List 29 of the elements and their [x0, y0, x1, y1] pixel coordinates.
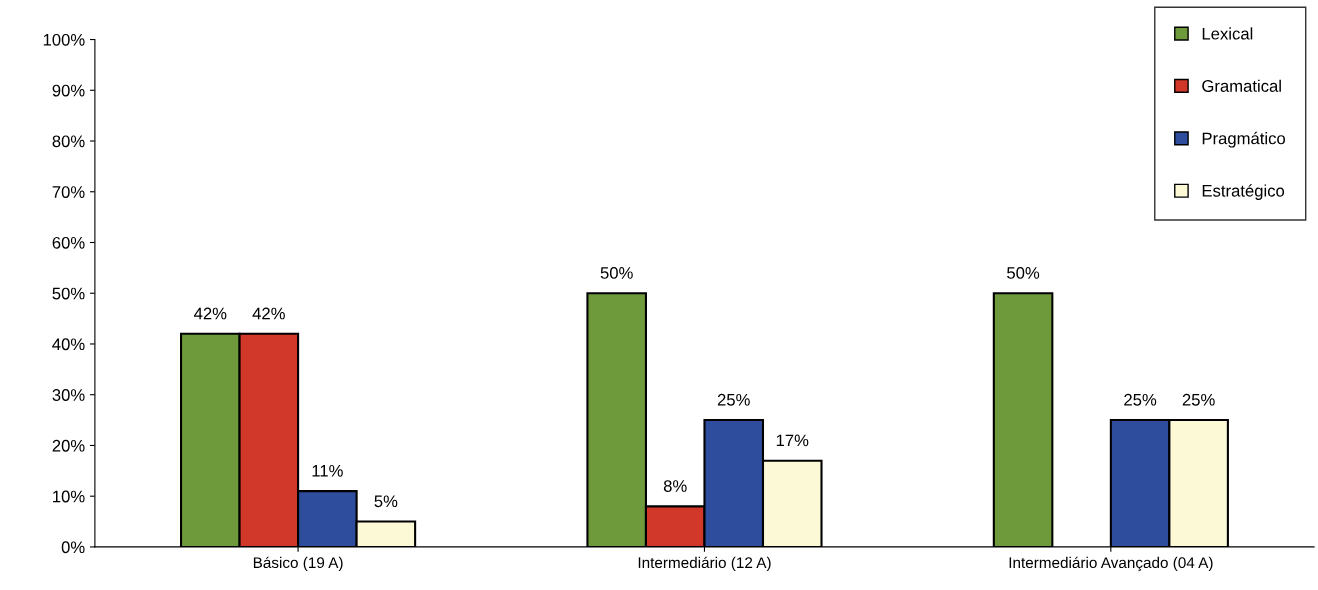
legend-label: Pragmático — [1202, 131, 1286, 148]
data-label: 17% — [776, 434, 809, 447]
y-tick-label: 30% — [52, 389, 85, 401]
y-tick-label: 100% — [43, 33, 85, 46]
legend-label: Gramatical — [1202, 79, 1281, 92]
y-tick-label: 90% — [52, 84, 85, 97]
data-label: 5% — [374, 495, 398, 508]
y-tick-label: 10% — [53, 490, 85, 503]
data-label: 25% — [717, 393, 750, 406]
data-label: 42% — [194, 307, 227, 320]
legend-label: Estratégico — [1202, 184, 1285, 200]
data-label: 25% — [1182, 393, 1215, 406]
data-label: 50% — [600, 267, 633, 279]
data-label: 8% — [663, 480, 687, 492]
x-tick-label: Intermediário (12 A) — [638, 556, 771, 572]
y-tick-label: 0% — [61, 541, 85, 554]
x-tick-label: Básico (19 A) — [253, 556, 343, 572]
y-tick-label: 50% — [52, 287, 85, 300]
y-tick-label: 20% — [52, 439, 85, 452]
y-tick-label: 80% — [52, 135, 85, 148]
x-tick-label: Intermediário Avançado (04 A) — [1009, 556, 1213, 572]
data-label: 11% — [312, 464, 343, 477]
data-label: 50% — [1007, 267, 1040, 279]
y-tick-label: 70% — [52, 186, 85, 198]
data-label: 25% — [1124, 393, 1157, 406]
legend-label: Lexical — [1202, 27, 1253, 40]
y-tick-label: 40% — [52, 338, 85, 351]
y-tick-label: 60% — [52, 236, 85, 249]
data-label: 42% — [252, 307, 285, 320]
